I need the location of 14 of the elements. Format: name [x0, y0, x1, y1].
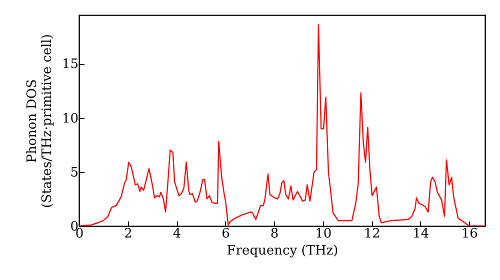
- x-tick-label: 10: [315, 226, 332, 242]
- x-tick-label: 12: [364, 226, 380, 242]
- x-tick-label: 8: [270, 226, 279, 242]
- y-axis-title: Phonon DOS (States/THz·primitive cell): [24, 34, 55, 208]
- y-tick-label: 15: [62, 57, 78, 72]
- x-tick-label: 2: [124, 226, 132, 242]
- x-tick-label: 4: [172, 226, 182, 242]
- x-tick-label: 16: [461, 226, 478, 242]
- x-tick-label: 14: [412, 226, 430, 242]
- x-tick-label: 6: [222, 226, 230, 242]
- y-tick-label: 5: [70, 165, 78, 180]
- line-series: [79, 24, 485, 226]
- y-tick-label: 10: [62, 111, 78, 126]
- x-axis-title: Frequency (THz): [226, 244, 338, 258]
